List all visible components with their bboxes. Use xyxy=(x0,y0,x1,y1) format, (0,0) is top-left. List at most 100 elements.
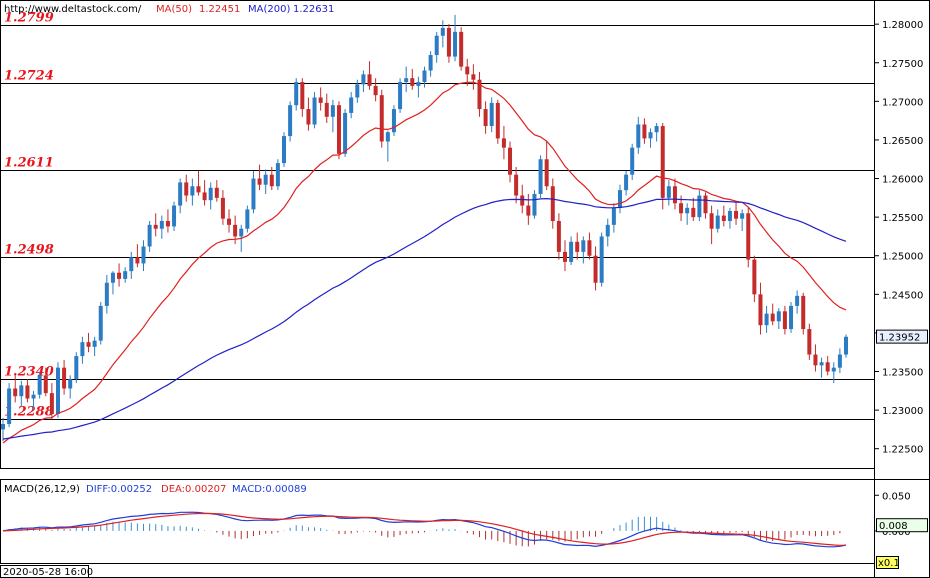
candle-body xyxy=(446,28,451,57)
candle-body xyxy=(159,220,164,229)
candle-body xyxy=(55,367,60,414)
price-tick-label: 1.25500 xyxy=(882,213,923,224)
candle-body xyxy=(691,207,696,218)
candle-body xyxy=(477,79,482,110)
price-tick-label: 1.27500 xyxy=(882,59,923,70)
candle-body xyxy=(654,126,659,133)
candle-body xyxy=(630,147,635,175)
candle-body xyxy=(13,388,18,397)
candle-body xyxy=(263,174,268,185)
price-tick-label: 1.22500 xyxy=(882,445,923,456)
candle-body xyxy=(294,82,299,106)
candle-body xyxy=(746,213,751,260)
price-tick-label: 1.23500 xyxy=(882,368,923,379)
candle-body xyxy=(153,224,158,229)
candle-body xyxy=(312,97,317,125)
candle-body xyxy=(563,251,567,262)
candle-body xyxy=(25,385,30,399)
candle-body xyxy=(367,74,372,86)
candle-body xyxy=(355,84,360,98)
candle-body xyxy=(807,329,812,355)
candle-body xyxy=(104,282,109,306)
candle-body xyxy=(110,272,115,283)
candle-body xyxy=(782,311,787,330)
candle-body xyxy=(813,354,818,366)
candle-body xyxy=(428,55,433,71)
candle-body xyxy=(605,224,610,237)
candle-body xyxy=(660,126,665,198)
price-tick-label: 1.23000 xyxy=(882,406,923,417)
candle-body xyxy=(544,159,549,187)
price-tick-label: 1.25000 xyxy=(882,252,923,263)
macd-value: MACD:0.00089 xyxy=(232,484,307,495)
current-price-box xyxy=(876,329,928,344)
candle-body xyxy=(385,132,390,142)
candle-body xyxy=(837,354,842,368)
candle-body xyxy=(391,109,396,133)
candle-body xyxy=(135,257,140,264)
candle-body xyxy=(214,187,219,198)
candle-body xyxy=(764,313,769,326)
candle-body xyxy=(202,192,207,201)
candle-body xyxy=(709,213,714,229)
candle-body xyxy=(330,105,335,117)
candle-body xyxy=(740,213,745,219)
macd-dea: DEA:0.00207 xyxy=(161,484,226,495)
candle-body xyxy=(62,367,67,389)
candle-body xyxy=(520,195,525,206)
candle-body xyxy=(49,393,54,414)
candle-body xyxy=(147,224,152,247)
candle-body xyxy=(19,385,24,397)
ma50-label: MA(50) xyxy=(156,4,192,15)
candle-body xyxy=(269,174,274,187)
candle-body xyxy=(1,424,5,430)
candle-body xyxy=(196,186,201,193)
ma50-value: 1.22451 xyxy=(199,4,240,15)
candle-body xyxy=(416,82,421,86)
candle-body xyxy=(666,186,671,198)
candle-body xyxy=(501,138,506,148)
candle-body xyxy=(721,215,726,221)
candle-body xyxy=(251,178,256,210)
bottom-timestamp: 2020-05-28 16:00 xyxy=(3,567,93,578)
candle-body xyxy=(361,74,366,85)
candle-body xyxy=(697,195,702,218)
main-plot-frame xyxy=(0,0,875,469)
candle-body xyxy=(801,295,806,330)
candle-body xyxy=(373,85,378,96)
level-label: 1.2799 xyxy=(4,11,54,26)
macd-dea-line xyxy=(2,512,847,546)
candle-body xyxy=(410,78,415,86)
macd-current-box xyxy=(876,518,928,533)
candle-body xyxy=(599,236,604,283)
candle-body xyxy=(7,388,12,425)
candle-body xyxy=(727,210,732,221)
candle-body xyxy=(758,294,763,326)
candle-body xyxy=(227,218,232,225)
candle-body xyxy=(68,379,73,389)
candle-body xyxy=(514,174,519,196)
candle-body xyxy=(587,240,592,256)
macd-tick-label: 0.050 xyxy=(882,491,911,502)
multiplier-box xyxy=(876,556,899,569)
price-tick-label: 1.26000 xyxy=(882,175,923,186)
candle-body xyxy=(819,362,824,366)
candle-body xyxy=(208,187,213,201)
candle-body xyxy=(178,182,183,206)
candle-body xyxy=(844,336,848,355)
macd-current-label: 0.008 xyxy=(879,521,908,532)
candle-body xyxy=(465,66,470,75)
candle-body xyxy=(593,255,598,283)
candle-body xyxy=(379,95,384,142)
candle-body xyxy=(642,124,647,139)
candle-body xyxy=(123,271,128,279)
candle-body xyxy=(318,97,323,103)
candle-body xyxy=(508,147,513,175)
candle-body xyxy=(770,313,775,322)
candle-body xyxy=(489,102,494,127)
candle-body xyxy=(282,136,286,164)
price-tick-label: 1.24500 xyxy=(882,290,923,301)
candle-body xyxy=(336,105,341,154)
price-tick-label: 1.26500 xyxy=(882,136,923,147)
candle-body xyxy=(349,97,354,113)
